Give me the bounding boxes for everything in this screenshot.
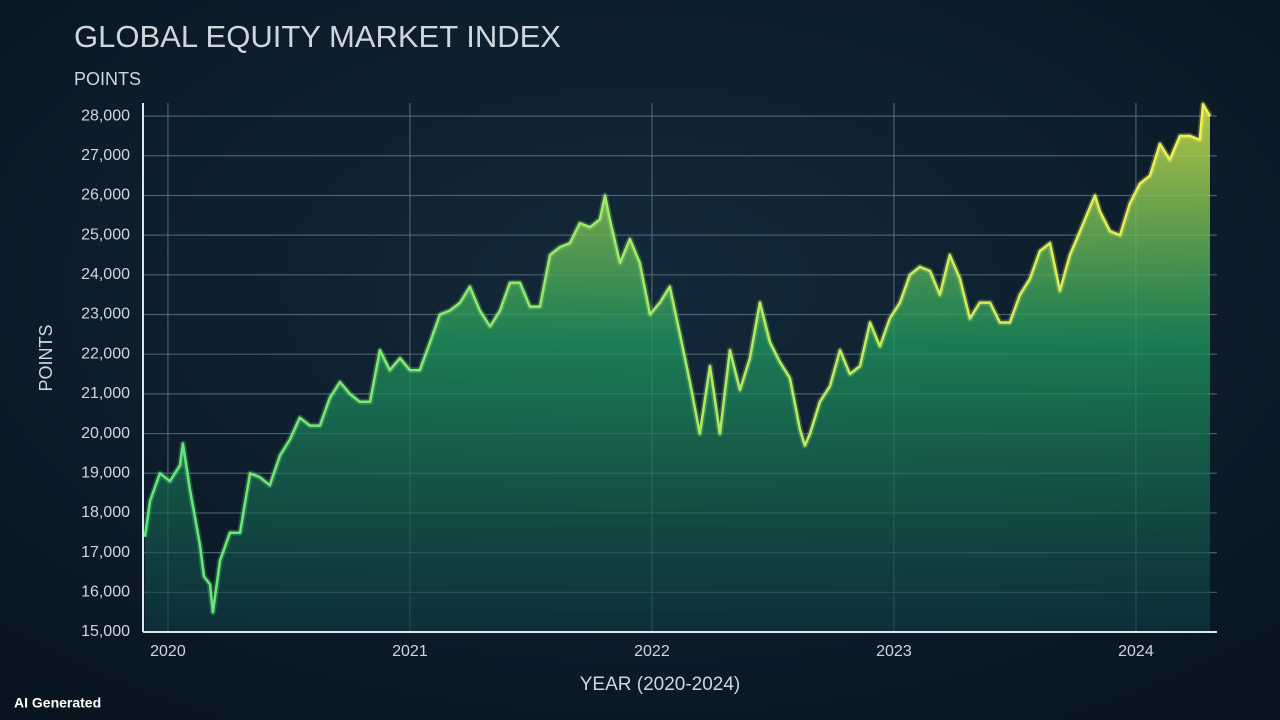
y-unit-label: POINTS (74, 69, 141, 89)
y-tick-label: 25,000 (81, 226, 130, 243)
y-tick-label: 15,000 (81, 623, 130, 640)
y-tick-label: 27,000 (81, 147, 130, 164)
x-axis-label: YEAR (2020-2024) (580, 674, 741, 695)
y-tick-label: 23,000 (81, 306, 130, 323)
chart-title: GLOBAL EQUITY MARKET INDEX (74, 19, 561, 54)
line (143, 102, 1212, 614)
y-tick-label: 21,000 (81, 385, 130, 402)
y-tick-label: 16,000 (81, 584, 130, 601)
y-tick-label: 24,000 (81, 266, 130, 283)
area-fill (144, 104, 1210, 632)
x-tick-label: 2021 (392, 643, 428, 660)
y-tick-label: 28,000 (81, 107, 130, 124)
y-tick-label: 26,000 (81, 187, 130, 204)
x-tick-label: 2020 (150, 643, 186, 660)
x-tick-label: 2023 (876, 643, 912, 660)
y-axis-label: POINTS (36, 324, 56, 391)
x-tick-label: 2022 (634, 643, 670, 660)
y-tick-label: 18,000 (81, 504, 130, 521)
y-tick-label: 17,000 (81, 544, 130, 561)
y-tick-label: 20,000 (81, 425, 130, 442)
x-tick-label: 2024 (1118, 643, 1154, 660)
y-tick-label: 22,000 (81, 345, 130, 362)
watermark: AI Generated (14, 695, 101, 711)
y-tick-label: 19,000 (81, 464, 130, 481)
